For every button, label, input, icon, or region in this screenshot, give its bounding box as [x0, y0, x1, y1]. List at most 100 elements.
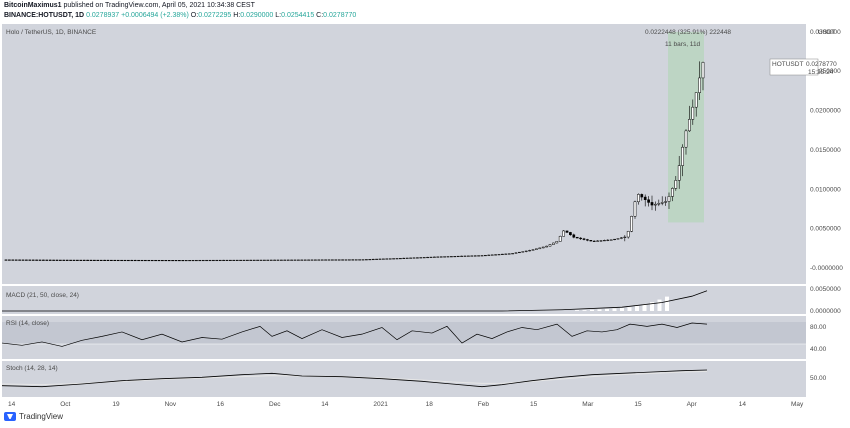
candle-body — [378, 258, 382, 260]
candle-body — [229, 259, 232, 261]
candle-body — [249, 259, 253, 261]
candle-body — [246, 259, 249, 261]
candle-body — [419, 257, 423, 259]
candle-body — [42, 259, 45, 261]
candle-body — [341, 259, 344, 261]
footer-brand[interactable]: TradingView — [4, 412, 63, 421]
candle-body — [524, 250, 528, 252]
macd-title: MACD (21, 50, close, 24) — [6, 292, 79, 299]
stoch-title: Stoch (14, 28, 14) — [6, 365, 58, 372]
price-change: +0.0006494 (+2.38%) — [121, 12, 189, 19]
candle-body — [565, 230, 569, 233]
last-price: 0.0278937 — [86, 12, 120, 19]
candle-body — [62, 259, 66, 261]
candle-body — [371, 258, 375, 261]
candle-body — [439, 256, 443, 258]
open-value: 0.0272295 — [198, 12, 232, 19]
candle-body — [620, 237, 623, 239]
rsi-band — [2, 322, 806, 344]
candle-body — [521, 251, 525, 253]
price-tag-symbol: HOTUSDT — [772, 61, 803, 68]
candle-body — [511, 253, 514, 255]
candle-body — [484, 254, 487, 257]
candle-body — [592, 240, 596, 242]
candle-body — [637, 194, 640, 203]
candle-body — [463, 255, 467, 257]
price-tag-value: 0.0278770 — [806, 61, 837, 68]
price-tick-label: 0.0200000 — [810, 108, 841, 115]
candle-body — [382, 258, 385, 260]
candle-body — [470, 255, 474, 257]
low-label: L: — [275, 12, 282, 19]
macd-hist-bar — [575, 310, 579, 311]
candle-body — [643, 196, 647, 200]
candle-body — [72, 259, 76, 261]
candle-body — [222, 259, 225, 262]
candle-body — [664, 201, 667, 203]
candle-body — [701, 62, 705, 79]
candle-body — [579, 237, 582, 240]
rsi-tick-80: 80.00 — [810, 324, 827, 331]
candle-body — [671, 188, 674, 197]
measure-highlight — [668, 31, 704, 223]
candle-body — [103, 259, 106, 261]
high-label: H: — [233, 12, 241, 19]
time-tick-label: Apr — [687, 401, 698, 408]
candle-body — [467, 255, 470, 257]
candle-body — [657, 203, 661, 205]
candle-body — [433, 256, 436, 258]
measure-change-label: 0.0222448 (325.91%) 222448 — [645, 29, 731, 36]
stoch-k-line — [1, 369, 708, 388]
candle-body — [65, 259, 69, 261]
candle-body — [677, 165, 681, 181]
candle-body — [501, 253, 504, 255]
main-pane-title: Holo / TetherUS, 1D, BINANCE — [6, 29, 97, 36]
candle-body — [494, 254, 497, 256]
candle-body — [256, 259, 259, 261]
rsi-line — [1, 322, 708, 347]
candle-body — [460, 255, 463, 257]
candle-body — [303, 259, 307, 261]
candle-body — [609, 239, 613, 241]
candle-body — [38, 259, 42, 261]
candle-body — [290, 259, 293, 261]
candle-body — [300, 259, 304, 261]
candle-body — [436, 256, 440, 258]
candle-body — [667, 196, 671, 202]
measure-bars-label: 11 bars, 11d — [665, 41, 701, 48]
candle-body — [368, 259, 372, 261]
candle-body — [443, 256, 446, 258]
candle-body — [599, 240, 603, 242]
candle-body — [286, 259, 290, 261]
candle-body — [569, 232, 572, 236]
macd-hist-bar — [665, 296, 669, 311]
candle-body — [11, 259, 15, 261]
macd-hist-bar — [597, 309, 602, 311]
time-tick-label: May — [791, 401, 804, 408]
candle-body — [208, 259, 212, 262]
candle-body — [395, 258, 399, 260]
macd-tick-zero: 0.0000000 — [810, 308, 841, 315]
macd-hist-bar — [650, 302, 654, 311]
candle-body — [473, 255, 477, 257]
author-name[interactable]: BitcoinMaximus1 — [4, 2, 62, 9]
candle-body — [616, 238, 620, 240]
tradingview-logo-icon — [4, 412, 16, 421]
candle-body — [195, 259, 198, 262]
candle-body — [647, 199, 650, 203]
candle-body — [178, 260, 181, 262]
candle-body — [477, 255, 480, 257]
time-tick-label: 19 — [112, 401, 120, 408]
candle-body — [96, 259, 100, 261]
price-chart[interactable]: Holo / TetherUS, 1D, BINANCE USDT 0.0222… — [0, 22, 850, 410]
candle-body — [416, 257, 419, 259]
time-tick-label: Nov — [165, 401, 177, 408]
candle-body — [490, 254, 494, 256]
candle-body — [552, 242, 555, 245]
candle-body — [337, 259, 341, 261]
candle-body — [86, 259, 89, 261]
candle-body — [412, 257, 416, 259]
candle-body — [89, 259, 93, 261]
candle-body — [504, 253, 508, 255]
candle-body — [480, 255, 484, 257]
